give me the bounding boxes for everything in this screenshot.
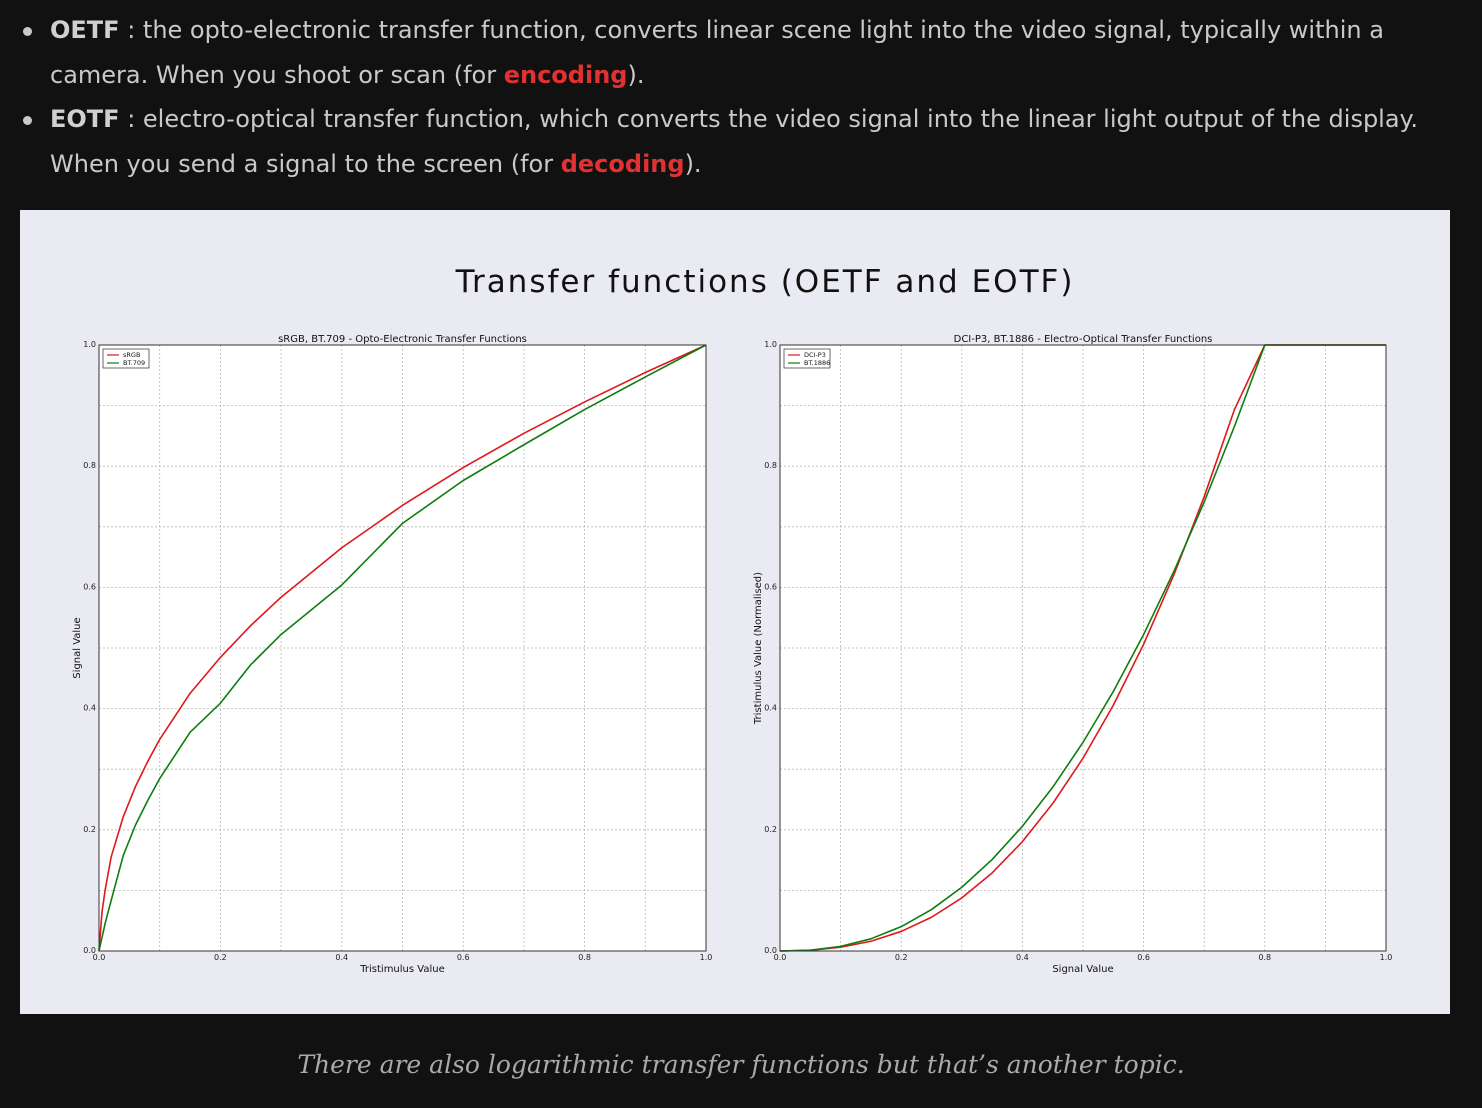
y-tick-label: 0.8 <box>764 461 777 470</box>
y-tick-label: 0.4 <box>83 704 96 713</box>
y-tick-label: 0.6 <box>83 582 96 591</box>
oetf-tail: ). <box>627 60 645 89</box>
x-tick-label: 0.4 <box>1016 953 1029 962</box>
transfer-functions-figure: Transfer functions (OETF and EOTF) 0.0 0.… <box>20 210 1450 1014</box>
x-tick-label: 0.0 <box>93 953 106 962</box>
y-axis-label: Tristimulus Value (Normalised) <box>753 572 764 725</box>
legend-label: sRGB <box>123 351 140 359</box>
x-tick-label: 0.4 <box>335 953 348 962</box>
y-axis-label: Signal Value <box>72 617 83 678</box>
plot-area <box>780 345 1386 951</box>
chart-panel-2: 0.0 0.2 0.4 0.6 0.8 1.0 0.0 0.2 0.4 0.6 0.8 1.0 DCI-… <box>753 334 1392 975</box>
y-tick-label: 0.6 <box>764 582 777 591</box>
encoding-highlight: encoding <box>503 60 628 89</box>
chart-title: DCI-P3, BT.1886 - Electro-Optical Transf… <box>954 334 1213 345</box>
legend-label: BT.709 <box>123 359 145 367</box>
oetf-item: OETF : the opto-electronic transfer func… <box>23 8 1460 97</box>
oetf-term: OETF <box>50 16 120 44</box>
x-axis-label: Tristimulus Value <box>359 964 444 975</box>
oetf-description: : the opto-electronic transfer function,… <box>50 16 1384 89</box>
bullet-icon <box>23 116 32 125</box>
plot-frame <box>779 344 1387 952</box>
figure-canvas: Transfer functions (OETF and EOTF) 0.0 0.… <box>72 264 1392 975</box>
y-tick-label: 0.2 <box>83 825 96 834</box>
bullet-icon <box>23 27 32 36</box>
chart-title: sRGB, BT.709 - Opto-Electronic Transfer … <box>278 334 527 345</box>
plot-area <box>99 345 706 951</box>
x-tick-label: 0.2 <box>214 953 227 962</box>
series-line-srgb <box>98 344 707 952</box>
y-tick-label: 0.0 <box>83 946 96 955</box>
grid <box>780 345 1386 951</box>
x-tick-label: 0.6 <box>457 953 470 962</box>
y-tick-label: 0.4 <box>764 704 777 713</box>
figure-title: Transfer functions (OETF and EOTF) <box>455 264 1075 300</box>
x-tick-label: 0.8 <box>1258 953 1271 962</box>
legend-label: BT.1886 <box>804 359 830 367</box>
definition-list: OETF : the opto-electronic transfer func… <box>23 8 1460 186</box>
y-tick-label: 0.0 <box>764 946 777 955</box>
y-tick-label: 1.0 <box>83 340 96 349</box>
x-tick-label: 0.0 <box>774 953 787 962</box>
eotf-description: : electro-optical transfer function, whi… <box>50 105 1418 178</box>
x-tick-label: 0.6 <box>1137 953 1150 962</box>
caption: There are also logarithmic transfer func… <box>297 1050 1185 1079</box>
plot-frame <box>98 344 707 952</box>
x-tick-label: 1.0 <box>700 953 713 962</box>
x-axis-label: Signal Value <box>1052 964 1113 975</box>
x-tick-label: 1.0 <box>1380 953 1393 962</box>
chart-panel-1: 0.0 0.2 0.4 0.6 0.8 1.0 0.0 0.2 0.4 0.6 0.8 1.0 sRGB… <box>72 334 712 975</box>
eotf-item: EOTF : electro-optical transfer function… <box>23 97 1460 186</box>
grid <box>99 345 706 951</box>
eotf-tail: ). <box>684 149 702 178</box>
eotf-term: EOTF <box>50 105 120 133</box>
y-tick-label: 0.2 <box>764 825 777 834</box>
y-tick-label: 0.8 <box>83 461 96 470</box>
x-tick-label: 0.8 <box>578 953 591 962</box>
decoding-highlight: decoding <box>560 149 685 178</box>
series-line-bt-709 <box>98 344 707 952</box>
legend-label: DCI-P3 <box>804 351 826 359</box>
x-tick-label: 0.2 <box>895 953 908 962</box>
y-tick-label: 1.0 <box>764 340 777 349</box>
